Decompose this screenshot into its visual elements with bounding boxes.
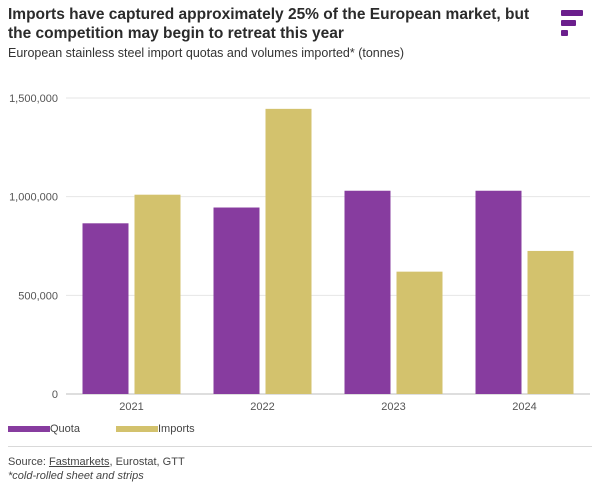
bar-imports-2024 <box>527 250 574 394</box>
bar-quota-2024 <box>475 190 522 394</box>
bar-imports-2022 <box>265 108 312 394</box>
y-tick-label: 1,000,000 <box>9 192 58 204</box>
x-tick-label: 2023 <box>381 401 405 413</box>
legend-label-quota: Quota <box>50 423 80 435</box>
x-tick-label: 2022 <box>250 401 274 413</box>
bar-quota-2022 <box>213 207 260 394</box>
y-tick-label: 1,500,000 <box>9 93 58 105</box>
legend-swatch-imports <box>116 426 158 432</box>
bar-quota-2023 <box>344 190 391 394</box>
x-tick-label: 2024 <box>512 401 536 413</box>
footer-divider <box>8 446 592 447</box>
legend-label-imports: Imports <box>158 423 195 435</box>
chart-subtitle: European stainless steel import quotas a… <box>8 46 405 60</box>
x-tick-label: 2021 <box>119 401 143 413</box>
source-link-fastmarkets[interactable]: Fastmarkets <box>48 456 110 468</box>
bar-quota-2021 <box>82 223 129 394</box>
y-tick-label: 500,000 <box>18 290 58 302</box>
bar-chart: 0 500,000 1,000,000 1,500,000 2021 2022 2023 20… <box>9 93 590 413</box>
chart-title: Imports have captured approximately 25% … <box>8 6 530 42</box>
source-rest: , Eurostat, GTT <box>109 456 185 468</box>
fastmarkets-logo-icon[interactable] <box>561 10 583 36</box>
bar-imports-2023 <box>396 271 443 394</box>
bar-imports-2021 <box>134 194 181 394</box>
footnote: *cold-rolled sheet and strips <box>8 470 144 482</box>
legend-swatch-quota <box>8 426 50 432</box>
source-prefix: Source: <box>8 456 49 468</box>
source-line: Source: Fastmarkets, Eurostat, GTT <box>8 456 185 469</box>
y-tick-label: 0 <box>52 389 58 401</box>
